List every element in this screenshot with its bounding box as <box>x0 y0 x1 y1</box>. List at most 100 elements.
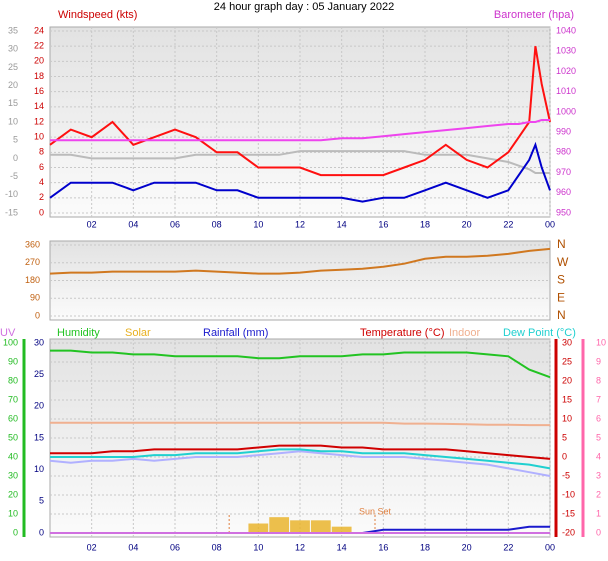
y4-tick-label: 5 <box>596 432 601 442</box>
y3-tick-label: 15 <box>8 98 18 108</box>
x-tick-label: 14 <box>337 542 347 552</box>
y3-tick-label: 25 <box>8 62 18 72</box>
y3-tick-label: 5 <box>13 135 18 145</box>
y2-tick-label: 0 <box>562 451 567 461</box>
y2-tick-label: 1000 <box>556 106 576 116</box>
y3-tick-label: 15 <box>34 432 44 442</box>
y-tick-label: 0 <box>13 527 18 537</box>
x-tick-label: 12 <box>295 542 305 552</box>
y-tick-label: 18 <box>34 71 44 81</box>
series-line <box>50 349 551 379</box>
bar <box>248 523 269 533</box>
y-axis-label: Windspeed (kts) <box>58 9 137 21</box>
y2-tick-label: 990 <box>556 126 571 136</box>
y-tick-label: 270 <box>25 257 40 267</box>
y-tick-label: 100 <box>3 337 18 347</box>
y2-tick-label: 1010 <box>556 86 576 96</box>
y-tick-label: 360 <box>25 239 40 249</box>
y2-tick-label: -10 <box>562 489 575 499</box>
legend-entry: UV <box>0 327 16 339</box>
y4-tick-label: 1 <box>596 508 601 518</box>
series-line <box>49 247 551 275</box>
y4-tick-label: 9 <box>596 356 601 366</box>
series-line <box>50 421 550 427</box>
y4-tick-label: 6 <box>596 413 601 423</box>
y-tick-label: 20 <box>34 56 44 66</box>
y2-tick-label: 10 <box>562 413 572 423</box>
y-tick-label: 10 <box>8 508 18 518</box>
y-tick-label: 14 <box>34 101 44 111</box>
y-tick-label: 4 <box>39 177 44 187</box>
y3-tick-label: 25 <box>34 369 44 379</box>
y2-tick-label: N <box>557 308 566 322</box>
x-tick-label: 10 <box>253 219 263 229</box>
bar <box>290 520 310 533</box>
y2-tick-label: 960 <box>556 187 571 197</box>
y3-tick-label: 10 <box>34 464 44 474</box>
y3-tick-label: 0 <box>39 527 44 537</box>
series-line <box>50 150 550 174</box>
y-tick-label: 20 <box>8 489 18 499</box>
x-tick-label: 18 <box>420 219 430 229</box>
x-tick-label: 20 <box>462 542 472 552</box>
x-tick-label: 10 <box>253 542 263 552</box>
x-tick-label: 12 <box>295 219 305 229</box>
y-tick-label: 0 <box>35 310 40 320</box>
y-tick-label: 40 <box>8 451 18 461</box>
y2-tick-label: -20 <box>562 527 575 537</box>
y3-tick-label: 20 <box>34 401 44 411</box>
x-tick-label: 02 <box>87 219 97 229</box>
y-tick-label: 60 <box>8 413 18 423</box>
y2-axis-label: Barometer (hpa) <box>494 9 574 21</box>
y4-tick-label: 2 <box>596 489 601 499</box>
y2-tick-label: 25 <box>562 356 572 366</box>
x-tick-label: 08 <box>212 219 222 229</box>
y4-tick-label: 0 <box>596 527 601 537</box>
y2-tick-label: 950 <box>556 207 571 217</box>
y4-tick-label: 4 <box>596 451 601 461</box>
x-tick-label: 00 <box>545 542 555 552</box>
y3-tick-label: -10 <box>5 189 18 199</box>
x-tick-label: 22 <box>503 542 513 552</box>
y2-tick-label: 1020 <box>556 66 576 76</box>
y4-tick-label: 10 <box>596 337 606 347</box>
x-tick-label: 14 <box>337 219 347 229</box>
series-line <box>50 448 551 470</box>
bar <box>269 517 290 533</box>
y-tick-label: 12 <box>34 116 44 126</box>
x-tick-label: 00 <box>545 219 555 229</box>
y-tick-label: 22 <box>34 41 44 51</box>
y2-tick-label: 15 <box>562 394 572 404</box>
x-tick-label: 06 <box>170 542 180 552</box>
y-tick-label: 6 <box>39 162 44 172</box>
y-tick-label: 90 <box>30 293 40 303</box>
y2-tick-label: 5 <box>562 432 567 442</box>
y2-tick-label: 970 <box>556 167 571 177</box>
legend-entry: Temperature (°C) <box>360 327 444 339</box>
y-tick-label: 16 <box>34 86 44 96</box>
y-tick-label: 24 <box>34 25 44 35</box>
y3-tick-label: 35 <box>8 25 18 35</box>
y-tick-label: 8 <box>39 147 44 157</box>
x-tick-label: 04 <box>128 542 138 552</box>
x-tick-label: 02 <box>87 542 97 552</box>
y3-tick-label: -5 <box>10 171 18 181</box>
x-tick-label: 16 <box>378 542 388 552</box>
series-line <box>50 119 550 142</box>
y2-tick-label: 1030 <box>556 46 576 56</box>
series-line <box>49 141 551 203</box>
y3-tick-label: 30 <box>34 337 44 347</box>
series-line <box>50 444 551 460</box>
legend-entry: Rainfall (mm) <box>203 327 268 339</box>
y4-tick-label: 7 <box>596 394 601 404</box>
legend-entry: Humidity <box>57 327 100 339</box>
bar <box>331 526 352 533</box>
y-tick-label: 70 <box>8 394 18 404</box>
x-tick-label: 20 <box>462 219 472 229</box>
y-tick-label: 180 <box>25 275 40 285</box>
y2-tick-label: -15 <box>562 508 575 518</box>
legend-entry: Solar <box>125 327 151 339</box>
y3-tick-label: 30 <box>8 44 18 54</box>
y-tick-label: 80 <box>8 375 18 385</box>
